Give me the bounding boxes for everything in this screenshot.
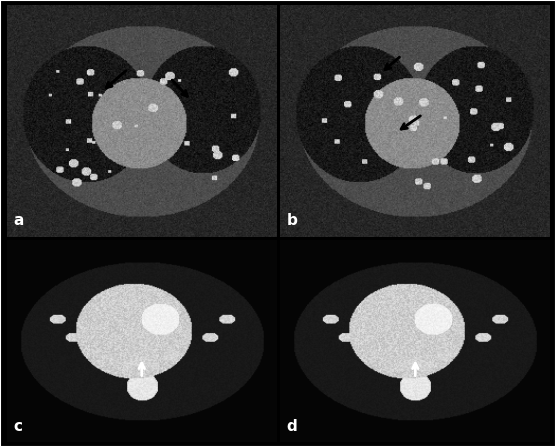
Text: b: b — [286, 213, 297, 228]
Text: a: a — [13, 213, 23, 228]
Text: d: d — [286, 419, 297, 434]
Text: c: c — [13, 419, 22, 434]
